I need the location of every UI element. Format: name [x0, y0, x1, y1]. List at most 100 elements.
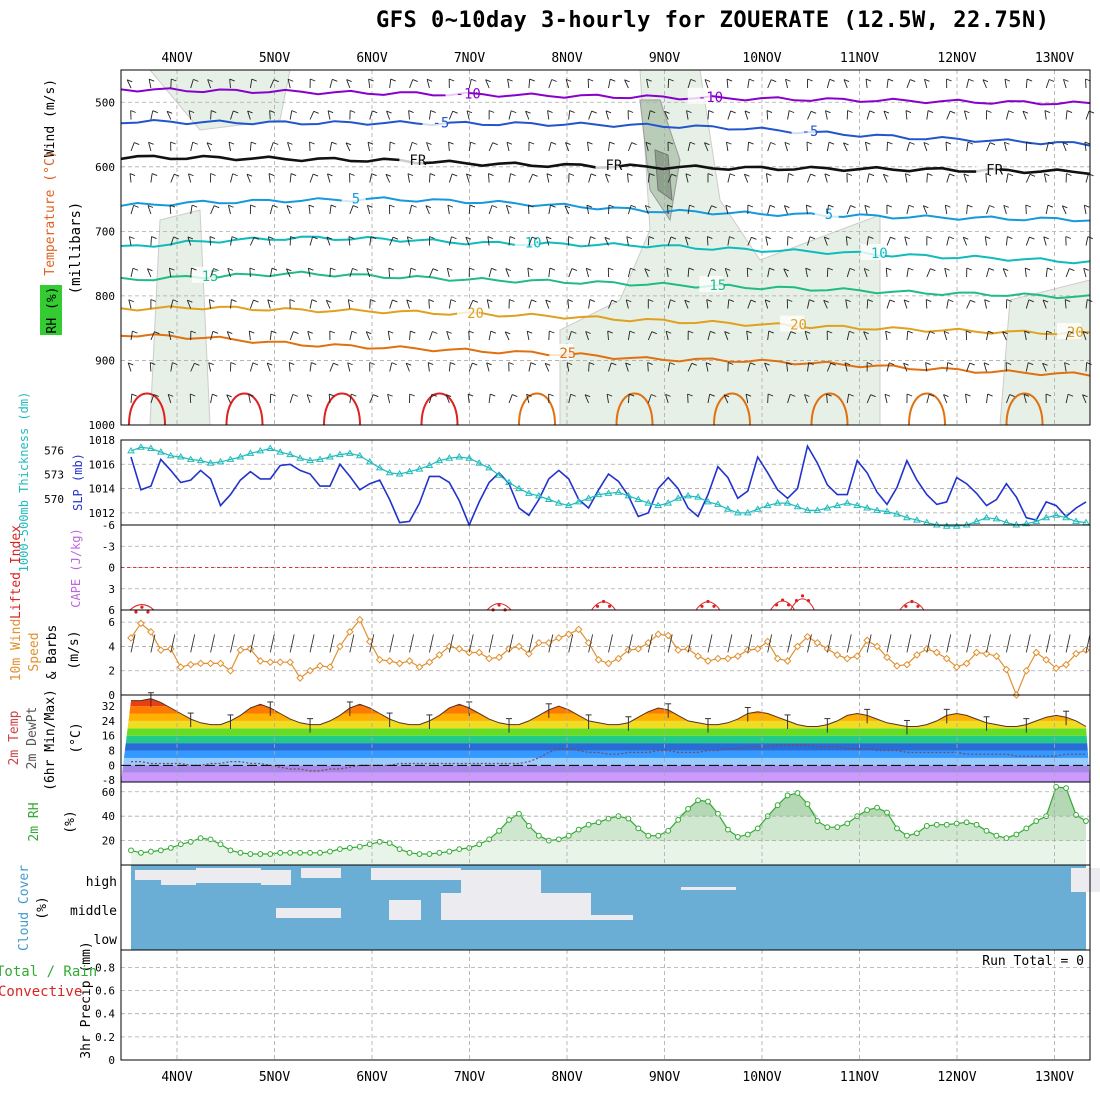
surface-wind-barb — [1065, 634, 1071, 653]
wind-speed-marker — [704, 657, 712, 665]
wind-barb-flag — [490, 393, 496, 397]
rh-marker — [446, 848, 453, 855]
wind-barb — [406, 299, 410, 309]
surface-wind-barb — [1005, 634, 1011, 653]
rh-marker — [705, 798, 711, 805]
wind-barb-flag — [172, 362, 178, 366]
wind-barb-flag — [946, 78, 952, 82]
wind-barb — [247, 110, 251, 120]
isotherm-label-bg — [860, 244, 885, 261]
warm-contour — [225, 392, 264, 426]
thickness-marker — [1052, 511, 1061, 518]
wind-barb — [429, 331, 433, 341]
wind-barb-flag — [210, 173, 216, 176]
isotherm-label-bg — [549, 343, 574, 360]
thickness-marker — [634, 495, 643, 502]
day-label-bottom: 9NOV — [649, 1070, 680, 1085]
wind-barb-flag — [1084, 141, 1091, 145]
wind-barb — [744, 110, 749, 120]
wind-barb — [925, 299, 928, 309]
wind-barb-flag — [905, 173, 911, 177]
wind-barb — [863, 331, 868, 341]
wind-barb-flag — [150, 299, 157, 302]
surface-wind-barb — [687, 634, 693, 653]
wind-barb — [190, 267, 192, 278]
wind-barb — [1085, 236, 1089, 246]
wind-barb-flag — [227, 267, 234, 271]
wind-barb-flag — [370, 299, 376, 302]
wind-barb — [825, 110, 828, 120]
wind-barb-flag — [1044, 173, 1050, 177]
wind-speed-marker — [674, 646, 682, 654]
wind-barb — [488, 268, 492, 278]
wind-barb — [944, 268, 948, 278]
wind-barb-flag — [1006, 299, 1012, 302]
wind-barb-flag — [173, 236, 179, 240]
wind-barb-flag — [665, 393, 671, 397]
wind-barb-flag — [1064, 362, 1070, 366]
wind-barb — [508, 394, 513, 404]
wind-barb-flag — [589, 362, 595, 365]
wind-barb — [727, 236, 730, 246]
wind-barb-flag — [1022, 110, 1029, 114]
wind-barb — [544, 363, 550, 372]
thickness-marker — [306, 456, 314, 464]
wind-barb — [587, 142, 590, 152]
wind-barb-flag — [447, 267, 453, 271]
wind-barb-flag — [589, 299, 596, 303]
wind-speed-marker — [893, 662, 901, 670]
wind-barb — [190, 205, 193, 215]
wind-barb — [946, 110, 951, 120]
wind-barb — [863, 268, 868, 278]
wind-barb-flag — [472, 299, 479, 303]
wind-barb-flag — [389, 141, 396, 145]
wind-barb — [946, 236, 950, 246]
wind-barb-flag — [704, 142, 710, 146]
wind-barb — [309, 111, 315, 120]
li-curve — [129, 604, 155, 611]
wind-speed-marker — [714, 654, 722, 663]
wind-barb-flag — [886, 267, 892, 271]
rh-marker — [386, 840, 393, 846]
wind-speed-marker — [942, 654, 951, 663]
wind-speed-marker — [216, 659, 225, 668]
wind-barb-flag — [469, 204, 476, 208]
pressure-tick-label: 1000 — [89, 419, 116, 432]
rh-marker — [376, 838, 383, 845]
rh-marker — [526, 823, 532, 829]
wind-barb — [190, 142, 194, 152]
wind-barb-flag — [525, 110, 531, 114]
wind-barb — [807, 299, 810, 309]
wind-barb — [986, 268, 990, 278]
wind-barb-flag — [505, 268, 511, 272]
wind-speed-marker — [724, 654, 732, 663]
wind-barb-flag — [770, 142, 776, 145]
wind-barb — [508, 173, 512, 183]
thickness-marker — [1032, 517, 1041, 524]
slp-line — [130, 443, 1087, 528]
wind-speed-marker — [266, 658, 275, 667]
wind-barb — [508, 110, 512, 120]
wind-barb-flag — [546, 173, 553, 177]
wind-barb — [485, 79, 490, 89]
wind-speed-marker — [475, 648, 483, 657]
wind-barb-flag — [769, 267, 775, 271]
wind-barb — [746, 331, 749, 341]
wind-barb-flag — [432, 268, 439, 272]
temp-axis-label-a: 2m Temp — [7, 710, 22, 765]
wind-barb — [307, 268, 311, 278]
wind-barb-flag — [929, 331, 935, 334]
rh-marker — [824, 824, 831, 831]
isotherm-label: FR — [986, 162, 1003, 178]
wind-speed-marker — [932, 648, 941, 657]
wind-barb-flag — [726, 78, 733, 82]
wind-barb — [667, 173, 672, 183]
surface-wind-barb — [389, 634, 395, 653]
wind-barb — [687, 267, 690, 278]
wind-barb-flag — [1044, 110, 1051, 114]
wind-barb-flag — [1066, 173, 1072, 176]
wind-barb-flag — [432, 331, 438, 334]
wind-barb-flag — [173, 173, 180, 177]
wind-barb — [486, 362, 490, 372]
rh-marker — [575, 826, 582, 833]
